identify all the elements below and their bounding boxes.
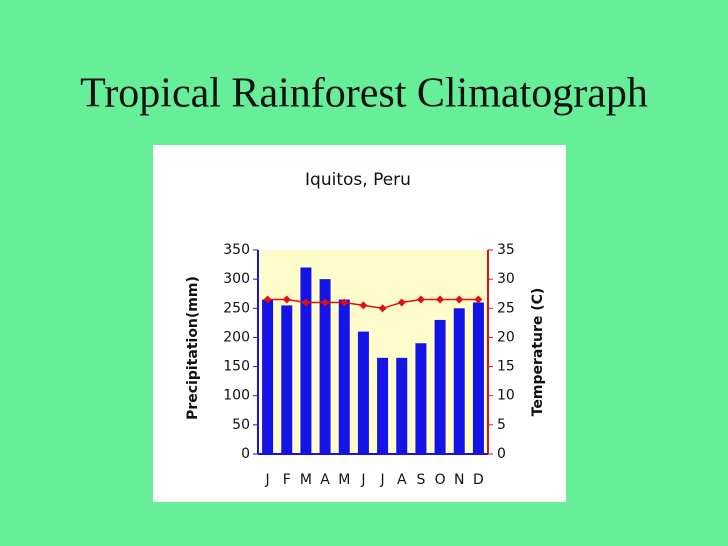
temperature-marker (340, 298, 349, 307)
bar (415, 343, 427, 454)
y-tick-label: 250 (223, 300, 250, 316)
x-tick-label: J (360, 472, 365, 488)
temperature-marker (378, 304, 387, 313)
y2-tick-label: 0 (497, 446, 506, 462)
y2-axis-label: Temperature (C) (530, 288, 546, 417)
y-tick-label: 200 (223, 329, 250, 345)
y2-tick-label: 20 (497, 329, 515, 345)
temperature-marker (416, 295, 425, 304)
temperature-marker (474, 295, 483, 304)
bar (281, 305, 293, 454)
x-tick-label: S (416, 472, 425, 488)
temperature-marker (436, 295, 445, 304)
y2-tick-label: 35 (497, 242, 515, 258)
y-tick-label: 0 (241, 446, 250, 462)
temperature-marker (321, 298, 330, 307)
chart-title: Iquitos, Peru (305, 170, 411, 190)
y-axis-label: Precipitation(mm) (185, 276, 201, 420)
bar (434, 319, 446, 454)
x-tick-label: M (338, 472, 350, 488)
x-tick-label: D (473, 472, 484, 488)
x-tick-label: F (283, 472, 291, 488)
x-tick-label: N (454, 472, 464, 488)
x-tick-label: A (320, 472, 330, 488)
y2-tick-label: 25 (497, 300, 515, 316)
bar (300, 267, 312, 454)
temperature-marker (301, 298, 310, 307)
y2-tick-label: 30 (497, 271, 515, 287)
y2-tick-label: 15 (497, 359, 515, 375)
x-tick-label: O (435, 472, 446, 488)
y2-tick-label: 5 (497, 417, 506, 433)
bar (377, 357, 389, 454)
temperature-marker (282, 295, 291, 304)
x-tick-label: M (300, 472, 312, 488)
slide-title: Tropical Rainforest Climatograph (80, 71, 648, 117)
x-tick-label: J (265, 472, 270, 488)
y-tick-label: 350 (223, 242, 250, 258)
temperature-marker (455, 295, 464, 304)
bar (319, 279, 331, 454)
bar (338, 299, 350, 454)
bar (262, 299, 274, 454)
x-tick-label: A (397, 472, 407, 488)
temperature-marker (263, 295, 272, 304)
y2-tick-label: 10 (497, 388, 515, 404)
y-tick-label: 100 (223, 388, 250, 404)
bar (472, 302, 484, 454)
bar (357, 331, 369, 454)
bar (396, 357, 408, 454)
plot-area (258, 250, 488, 454)
temperature-marker (397, 298, 406, 307)
y-tick-label: 300 (223, 271, 250, 287)
temperature-marker (359, 301, 368, 310)
y-tick-label: 50 (232, 417, 250, 433)
y-tick-label: 150 (223, 359, 250, 375)
x-tick-label: J (380, 472, 385, 488)
bar (453, 308, 465, 454)
